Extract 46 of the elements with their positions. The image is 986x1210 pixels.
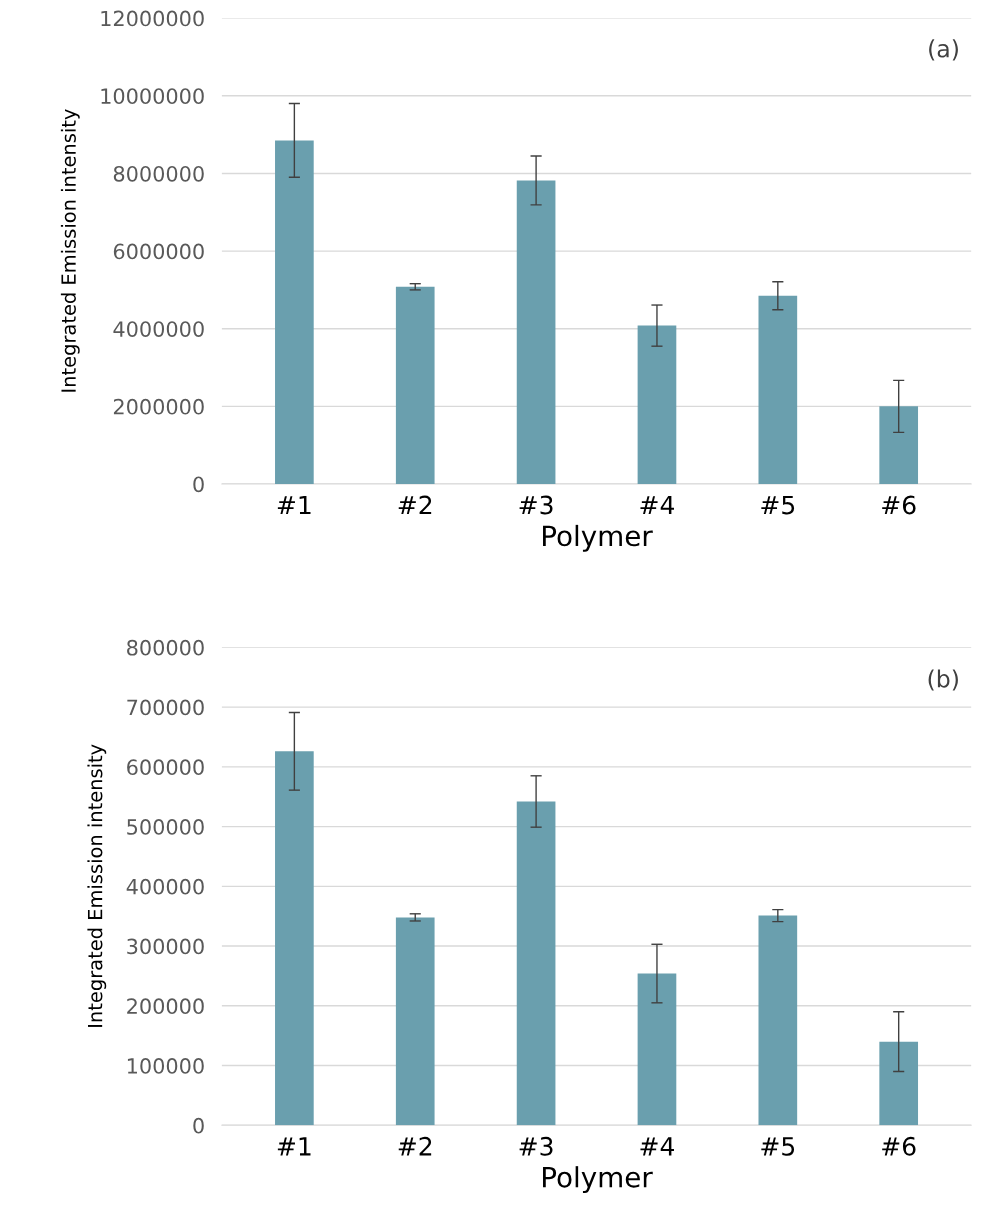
y-tick-label: 0 <box>193 1117 204 1134</box>
y-tick-label: 10000000 <box>101 88 204 104</box>
x-tick-label: #3 <box>519 1136 553 1156</box>
bar <box>395 917 435 1126</box>
x-tick-label: #1 <box>277 495 311 515</box>
x-tick-label: #5 <box>761 495 795 515</box>
x-tick-label: #6 <box>882 1136 916 1156</box>
y-tick-label: 8000000 <box>113 165 204 182</box>
y-tick-label: 12000000 <box>101 10 204 27</box>
x-axis-title: Polymer <box>543 524 653 552</box>
y-tick-label: 700000 <box>127 699 204 716</box>
bar <box>516 801 556 1126</box>
x-tick-label: #3 <box>519 495 553 515</box>
y-tick-label: 2000000 <box>113 398 204 415</box>
annotation: (b) <box>928 669 958 691</box>
y-tick-label: 500000 <box>127 819 204 835</box>
x-tick-label: #6 <box>882 495 916 515</box>
x-tick-label: #4 <box>640 495 674 515</box>
y-axis-title: Integrated Emission intensity <box>60 109 80 392</box>
bar <box>758 295 798 484</box>
x-tick-label: #5 <box>761 1137 795 1156</box>
annotation: (a) <box>929 39 958 61</box>
bar <box>637 973 677 1126</box>
bar <box>879 406 919 484</box>
bar <box>275 751 314 1126</box>
y-tick-label: 300000 <box>127 938 204 955</box>
y-tick-label: 100000 <box>127 1058 204 1074</box>
y-tick-label: 0 <box>193 476 204 493</box>
x-tick-label: #2 <box>398 495 432 515</box>
y-tick-label: 600000 <box>127 759 204 776</box>
y-tick-label: 800000 <box>127 639 204 656</box>
y-tick-label: 4000000 <box>113 321 204 337</box>
y-axis-title: Integrated Emission intensity <box>87 744 107 1027</box>
bar <box>516 180 556 484</box>
bar <box>879 1041 919 1126</box>
x-axis-title: Polymer <box>543 1166 653 1194</box>
bar <box>758 915 798 1126</box>
x-tick-label: #1 <box>277 1137 311 1156</box>
bar <box>395 286 435 484</box>
y-tick-label: 400000 <box>126 878 204 895</box>
x-tick-label: #2 <box>398 1136 432 1156</box>
y-tick-label: 200000 <box>127 998 204 1015</box>
bar <box>637 325 677 484</box>
x-tick-label: #4 <box>640 1137 674 1156</box>
y-tick-label: 6000000 <box>113 243 204 260</box>
bar <box>275 140 314 484</box>
